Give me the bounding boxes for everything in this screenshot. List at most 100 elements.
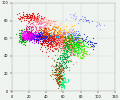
Point xyxy=(34,27,36,28)
Point xyxy=(21,35,22,37)
Point xyxy=(50,40,52,42)
Point xyxy=(25,34,27,36)
Point xyxy=(66,31,68,33)
Point xyxy=(38,34,40,35)
Point xyxy=(47,36,49,37)
Point xyxy=(61,84,63,85)
Point xyxy=(66,31,68,33)
Point xyxy=(57,37,59,38)
Point xyxy=(40,36,42,38)
Point xyxy=(58,22,60,23)
Point xyxy=(45,20,47,21)
Point xyxy=(60,83,62,85)
Point xyxy=(73,47,75,49)
Point xyxy=(40,30,42,32)
Point xyxy=(59,71,61,72)
Point xyxy=(64,34,66,35)
Point xyxy=(45,29,47,31)
Point xyxy=(75,42,77,44)
Point xyxy=(73,48,75,50)
Point xyxy=(78,34,80,36)
Point xyxy=(73,49,75,51)
Point xyxy=(57,27,59,29)
Point xyxy=(18,34,20,36)
Point xyxy=(58,42,60,44)
Point xyxy=(70,46,72,47)
Point xyxy=(68,40,70,42)
Point xyxy=(74,52,76,54)
Point xyxy=(64,40,66,42)
Point xyxy=(59,76,61,78)
Point xyxy=(53,28,55,29)
Point xyxy=(45,27,47,28)
Point xyxy=(64,37,66,38)
Point xyxy=(61,34,63,36)
Point xyxy=(59,42,61,43)
Point xyxy=(81,53,83,55)
Point xyxy=(60,77,61,79)
Point xyxy=(25,30,27,32)
Point xyxy=(58,41,60,42)
Point xyxy=(31,38,33,40)
Point xyxy=(42,18,44,20)
Point xyxy=(48,37,50,38)
Point xyxy=(72,39,73,41)
Point xyxy=(69,33,71,35)
Point xyxy=(47,35,49,36)
Point xyxy=(78,41,80,43)
Point xyxy=(33,33,35,35)
Point xyxy=(70,58,72,59)
Point xyxy=(65,58,66,60)
Point xyxy=(30,28,32,30)
Point xyxy=(56,68,58,70)
Point xyxy=(24,15,26,17)
Point xyxy=(66,50,68,51)
Point xyxy=(47,40,49,41)
Point xyxy=(56,36,58,37)
Point xyxy=(50,44,52,46)
Point xyxy=(61,26,63,28)
Point xyxy=(62,70,64,71)
Point xyxy=(61,45,63,46)
Point xyxy=(61,36,63,38)
Point xyxy=(57,33,58,35)
Point xyxy=(32,33,33,35)
Point xyxy=(66,45,67,47)
Point xyxy=(65,56,67,58)
Point xyxy=(64,28,66,29)
Point xyxy=(23,31,25,32)
Point xyxy=(65,44,67,46)
Point xyxy=(45,28,47,29)
Point xyxy=(77,50,79,51)
Point xyxy=(48,42,50,44)
Point xyxy=(73,52,75,53)
Point xyxy=(58,80,60,82)
Point xyxy=(43,38,45,39)
Point xyxy=(60,36,62,38)
Point xyxy=(44,35,46,36)
Point xyxy=(81,41,83,42)
Point xyxy=(76,35,78,36)
Point xyxy=(48,19,50,20)
Point xyxy=(57,35,59,36)
Point xyxy=(59,24,61,26)
Point xyxy=(56,34,58,36)
Point xyxy=(66,36,68,37)
Point xyxy=(57,77,59,79)
Point xyxy=(50,35,52,36)
Point xyxy=(74,38,76,40)
Point xyxy=(20,32,22,33)
Point xyxy=(72,40,74,41)
Point xyxy=(32,35,33,37)
Point xyxy=(43,27,45,28)
Point xyxy=(65,44,67,45)
Point xyxy=(81,37,83,38)
Point xyxy=(87,19,89,20)
Point xyxy=(70,51,72,53)
Point xyxy=(30,35,32,37)
Point xyxy=(19,38,21,40)
Point xyxy=(51,38,53,40)
Point xyxy=(43,26,45,27)
Point xyxy=(58,30,60,32)
Point xyxy=(62,79,64,80)
